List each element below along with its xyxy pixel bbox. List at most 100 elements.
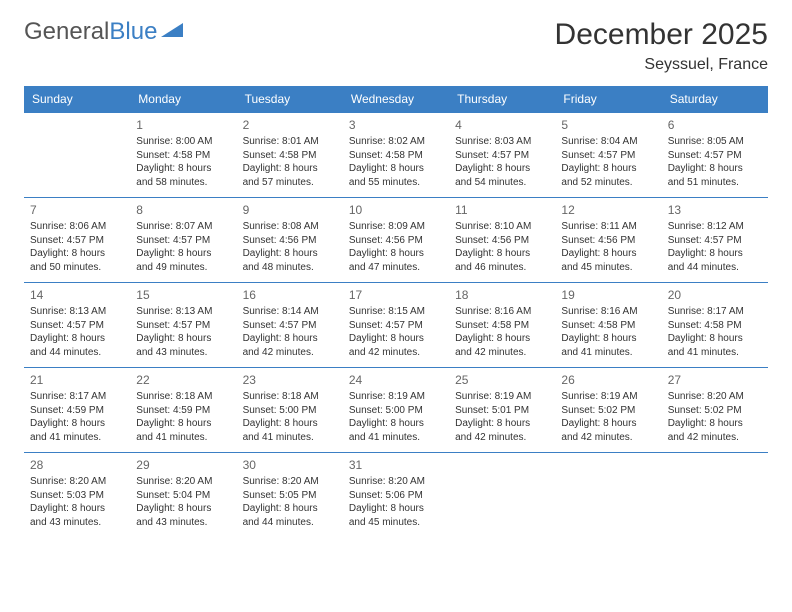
daylight-text: and 54 minutes. [455,176,549,190]
daylight-text: Daylight: 8 hours [30,247,124,261]
empty-cell [24,113,130,198]
sunrise-text: Sunrise: 8:19 AM [349,390,443,404]
sunrise-text: Sunrise: 8:01 AM [243,135,337,149]
sunset-text: Sunset: 4:56 PM [455,234,549,248]
daylight-text: and 41 minutes. [136,431,230,445]
day-number: 9 [243,202,337,218]
sunset-text: Sunset: 5:00 PM [243,404,337,418]
day-cell-4: 4Sunrise: 8:03 AMSunset: 4:57 PMDaylight… [449,113,555,198]
day-cell-9: 9 Sunrise: 8:08 AMSunset: 4:56 PMDaylight… [237,198,343,283]
daylight-text: Daylight: 8 hours [349,162,443,176]
sunset-text: Sunset: 4:56 PM [243,234,337,248]
day-cell-12: 12Sunrise: 8:11 AMSunset: 4:56 PMDayligh… [555,198,661,283]
sunrise-text: Sunrise: 8:20 AM [30,475,124,489]
day-number: 29 [136,457,230,473]
day-cell-23: 23Sunrise: 8:18 AMSunset: 5:00 PMDayligh… [237,368,343,453]
daylight-text: Daylight: 8 hours [136,417,230,431]
day-cell-19: 19Sunrise: 8:16 AMSunset: 4:58 PMDayligh… [555,283,661,368]
day-number: 25 [455,372,549,388]
day-cell-27: 27Sunrise: 8:20 AMSunset: 5:02 PMDayligh… [662,368,768,453]
day-cell-18: 18Sunrise: 8:16 AMSunset: 4:58 PMDayligh… [449,283,555,368]
sunset-text: Sunset: 4:56 PM [349,234,443,248]
sunrise-text: Sunrise: 8:08 AM [243,220,337,234]
dayhead-sunday: Sunday [24,86,130,113]
sunset-text: Sunset: 5:02 PM [668,404,762,418]
sunset-text: Sunset: 5:04 PM [136,489,230,503]
daylight-text: and 45 minutes. [349,516,443,530]
week-row: 28Sunrise: 8:20 AMSunset: 5:03 PMDayligh… [24,453,768,538]
sunrise-text: Sunrise: 8:10 AM [455,220,549,234]
week-row: 14Sunrise: 8:13 AMSunset: 4:57 PMDayligh… [24,283,768,368]
sunrise-text: Sunrise: 8:16 AM [455,305,549,319]
daylight-text: Daylight: 8 hours [136,332,230,346]
daylight-text: Daylight: 8 hours [243,332,337,346]
sunrise-text: Sunrise: 8:20 AM [136,475,230,489]
sunset-text: Sunset: 4:58 PM [349,149,443,163]
daylight-text: Daylight: 8 hours [30,502,124,516]
day-cell-29: 29 Sunrise: 8:20 AMSunset: 5:04 PMDayligh… [130,453,236,538]
day-cell-11: 11Sunrise: 8:10 AMSunset: 4:56 PMDayligh… [449,198,555,283]
day-number: 7 [30,202,124,218]
daylight-text: and 44 minutes. [243,516,337,530]
day-number: 16 [243,287,337,303]
day-cell-14: 14Sunrise: 8:13 AMSunset: 4:57 PMDayligh… [24,283,130,368]
day-cell-10: 10Sunrise: 8:09 AMSunset: 4:56 PMDayligh… [343,198,449,283]
sunrise-text: Sunrise: 8:18 AM [243,390,337,404]
day-number: 12 [561,202,655,218]
sunset-text: Sunset: 4:57 PM [136,319,230,333]
empty-cell [449,453,555,538]
daylight-text: Daylight: 8 hours [561,417,655,431]
day-header-row: SundayMondayTuesdayWednesdayThursdayFrid… [24,86,768,113]
daylight-text: and 44 minutes. [30,346,124,360]
sunset-text: Sunset: 5:02 PM [561,404,655,418]
daylight-text: Daylight: 8 hours [30,332,124,346]
sunset-text: Sunset: 4:57 PM [136,234,230,248]
week-row: 1Sunrise: 8:00 AMSunset: 4:58 PMDaylight… [24,113,768,198]
page-title: December 2025 [555,18,768,52]
daylight-text: Daylight: 8 hours [455,247,549,261]
daylight-text: Daylight: 8 hours [136,162,230,176]
daylight-text: Daylight: 8 hours [349,502,443,516]
sunrise-text: Sunrise: 8:20 AM [668,390,762,404]
dayhead-monday: Monday [130,86,236,113]
sunrise-text: Sunrise: 8:20 AM [243,475,337,489]
sunset-text: Sunset: 4:59 PM [136,404,230,418]
daylight-text: and 49 minutes. [136,261,230,275]
sunrise-text: Sunrise: 8:19 AM [561,390,655,404]
sunrise-text: Sunrise: 8:15 AM [349,305,443,319]
dayhead-thursday: Thursday [449,86,555,113]
day-cell-25: 25Sunrise: 8:19 AMSunset: 5:01 PMDayligh… [449,368,555,453]
sunset-text: Sunset: 4:57 PM [561,149,655,163]
daylight-text: Daylight: 8 hours [136,502,230,516]
sunset-text: Sunset: 5:01 PM [455,404,549,418]
daylight-text: Daylight: 8 hours [243,162,337,176]
sunset-text: Sunset: 4:58 PM [668,319,762,333]
daylight-text: and 57 minutes. [243,176,337,190]
sunset-text: Sunset: 4:57 PM [668,149,762,163]
day-cell-15: 15 Sunrise: 8:13 AMSunset: 4:57 PMDayligh… [130,283,236,368]
daylight-text: and 42 minutes. [455,431,549,445]
daylight-text: and 55 minutes. [349,176,443,190]
sunrise-text: Sunrise: 8:13 AM [30,305,124,319]
daylight-text: and 43 minutes. [136,346,230,360]
empty-cell [555,453,661,538]
day-number: 10 [349,202,443,218]
day-cell-21: 21Sunrise: 8:17 AMSunset: 4:59 PMDayligh… [24,368,130,453]
day-number: 6 [668,117,762,133]
day-cell-1: 1Sunrise: 8:00 AMSunset: 4:58 PMDaylight… [130,113,236,198]
sunset-text: Sunset: 5:03 PM [30,489,124,503]
day-cell-2: 2Sunrise: 8:01 AMSunset: 4:58 PMDaylight… [237,113,343,198]
day-number: 1 [136,117,230,133]
day-cell-13: 13Sunrise: 8:12 AMSunset: 4:57 PMDayligh… [662,198,768,283]
day-number: 15 [136,287,230,303]
day-number: 22 [136,372,230,388]
day-number: 4 [455,117,549,133]
sunset-text: Sunset: 4:58 PM [136,149,230,163]
day-number: 18 [455,287,549,303]
sunrise-text: Sunrise: 8:13 AM [136,305,230,319]
daylight-text: Daylight: 8 hours [561,247,655,261]
day-cell-30: 30Sunrise: 8:20 AMSunset: 5:05 PMDayligh… [237,453,343,538]
daylight-text: Daylight: 8 hours [243,247,337,261]
daylight-text: and 42 minutes. [349,346,443,360]
day-number: 5 [561,117,655,133]
